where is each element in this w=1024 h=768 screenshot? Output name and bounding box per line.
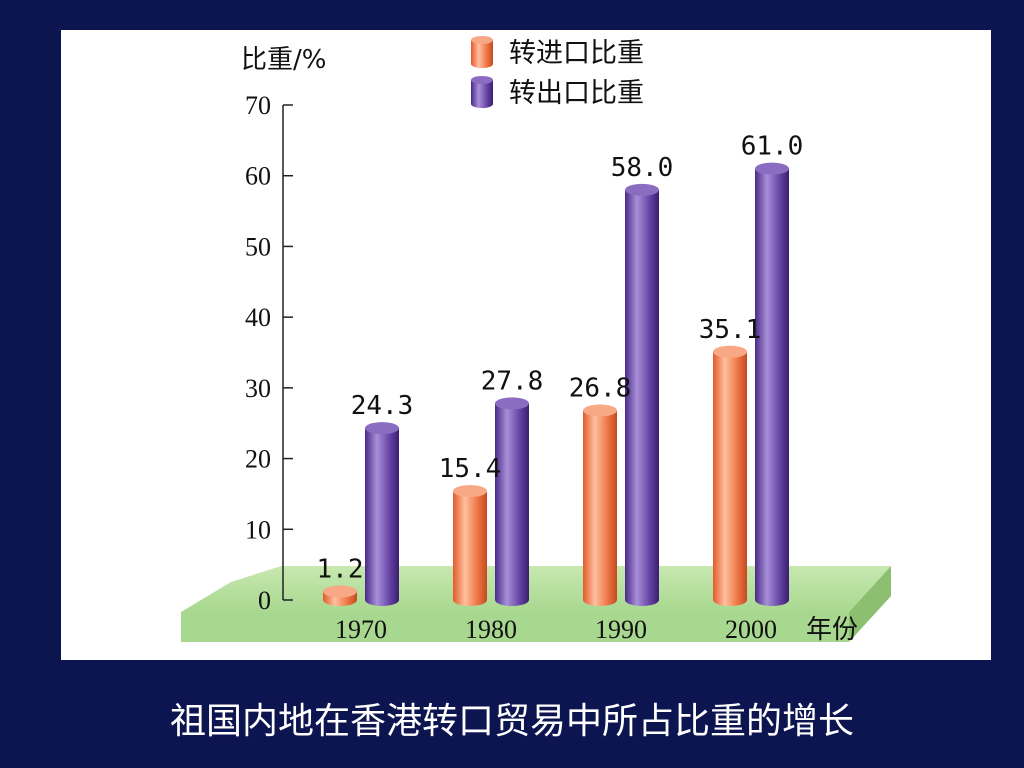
data-label-import-1980: 15.4 (439, 454, 502, 484)
legend-item-export: 转出口比重 (471, 76, 644, 109)
data-label-import-1970: 1.2 (317, 555, 364, 585)
bar-export-2000 (755, 162, 789, 606)
data-label-export-2000: 61.0 (741, 132, 804, 162)
y-tick-label-50: 50 (245, 232, 271, 261)
y-tick-label-10: 10 (245, 515, 271, 544)
bar-export-1990 (625, 183, 659, 606)
legend-swatch (471, 40, 493, 64)
chart-panel: 0 10 20 30 40 50 60 70 比重/% 1.2 24.3 1970 15.4 27.8 1… (61, 30, 991, 660)
y-tick-label-70: 70 (245, 91, 271, 120)
data-label-export-1990: 58.0 (611, 153, 674, 183)
data-label-export-1980: 27.8 (481, 366, 544, 396)
data-label-export-1970: 24.3 (351, 391, 414, 421)
bar-import-1970 (323, 585, 357, 606)
x-tick-label-1990: 1990 (595, 615, 647, 644)
bar-chart: 0 10 20 30 40 50 60 70 比重/% 1.2 24.3 1970 15.4 27.8 1… (181, 36, 891, 645)
x-tick-label-1980: 1980 (465, 615, 517, 644)
bar-import-1990 (583, 404, 617, 606)
y-tick-label-40: 40 (245, 303, 271, 332)
x-axis-unit: 年份 (806, 615, 858, 645)
x-tick-label-1970: 1970 (335, 615, 387, 644)
legend-swatch (471, 80, 493, 104)
bar-import-2000 (713, 345, 747, 606)
y-tick-label-30: 30 (245, 374, 271, 403)
bar-export-1980 (495, 397, 529, 606)
x-tick-label-2000: 2000 (725, 615, 777, 644)
y-tick-label-60: 60 (245, 162, 271, 191)
y-tick-label-0: 0 (258, 586, 271, 615)
legend-item-import: 转进口比重 (471, 36, 644, 69)
base-platform-side (181, 612, 849, 642)
y-tick-label-20: 20 (245, 445, 271, 474)
data-label-import-2000: 35.1 (699, 315, 762, 345)
legend-label: 转出口比重 (509, 78, 644, 109)
y-axis-title: 比重/% (241, 45, 326, 75)
slide-caption: 祖国内地在香港转口贸易中所占比重的增长 (169, 701, 854, 742)
legend-label: 转进口比重 (509, 38, 644, 69)
base-platform-right (849, 566, 891, 642)
bar-import-1980 (453, 485, 487, 606)
data-label-import-1990: 26.8 (569, 373, 632, 403)
bar-export-1970 (365, 422, 399, 606)
